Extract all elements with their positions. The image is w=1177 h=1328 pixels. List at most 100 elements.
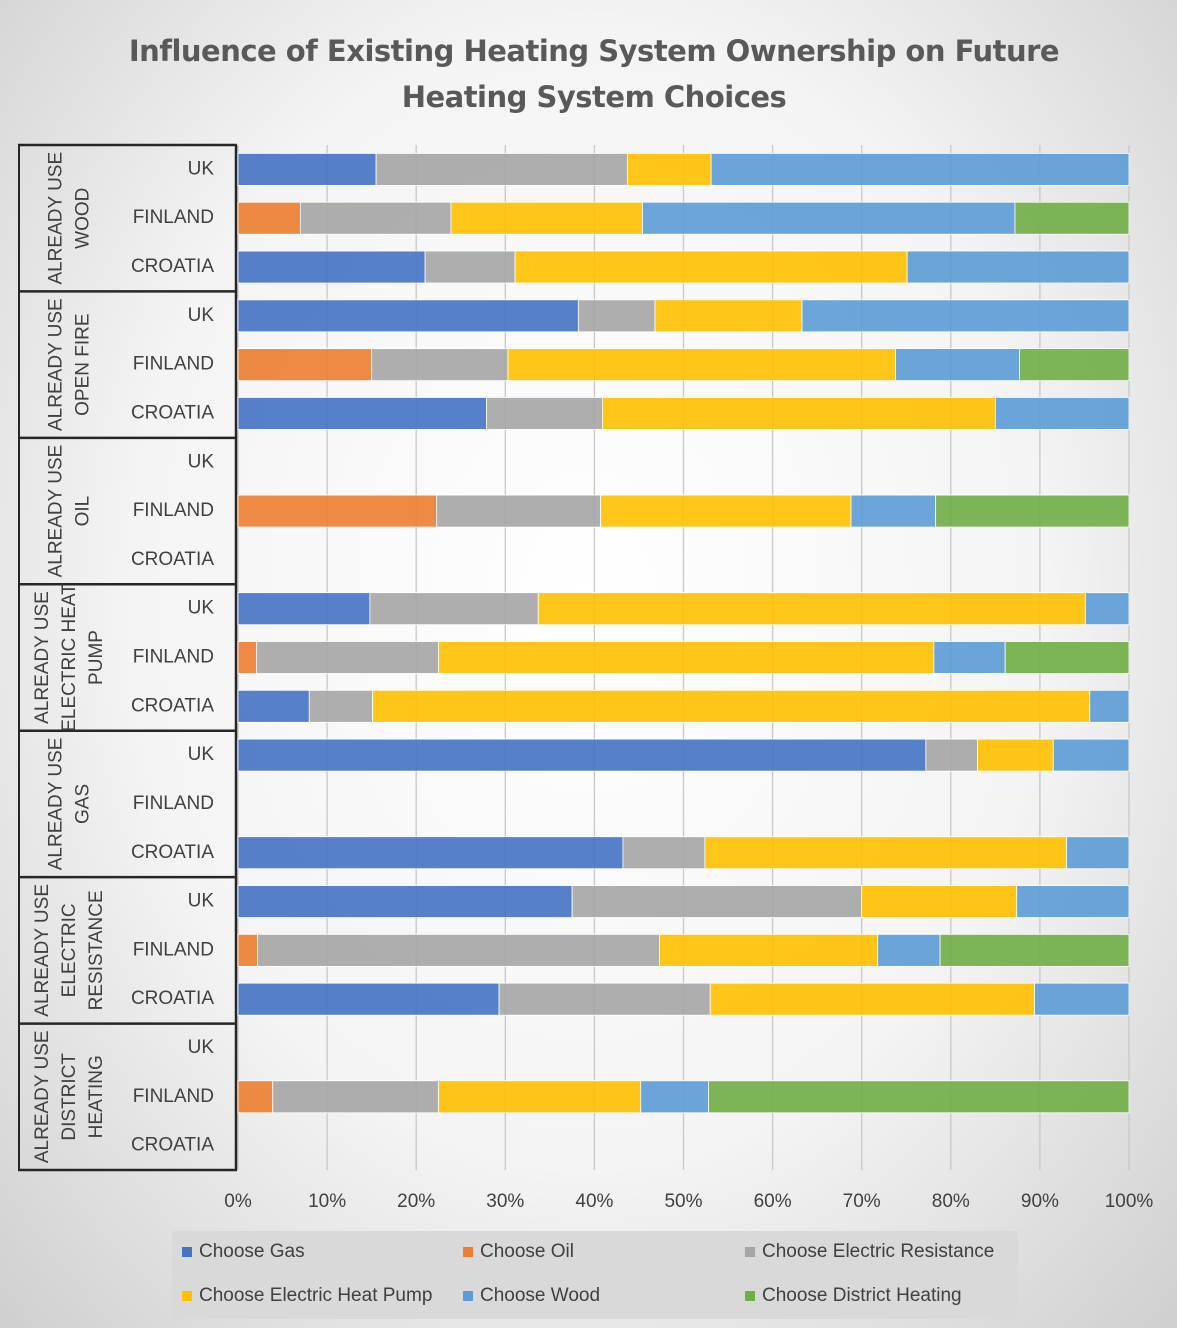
bar-segment [710, 153, 1130, 186]
legend-box [172, 1231, 1018, 1319]
bar-segment [906, 250, 1130, 284]
bar-segment [600, 494, 852, 528]
group-label: DISTRICT [59, 1053, 80, 1141]
bar-segment [977, 738, 1054, 772]
bar-segment [438, 1080, 642, 1114]
legend-label: Choose Oil [480, 1241, 574, 1262]
x-tick-label: 90% [1021, 1191, 1059, 1212]
group-label: ALREADY USE [46, 738, 67, 871]
bar-segment [237, 397, 487, 430]
chart-title: Influence of Existing Heating System Own… [128, 34, 1060, 114]
bar-segment [1084, 592, 1130, 626]
bar-segment [237, 299, 579, 333]
legend-swatch [745, 1291, 755, 1301]
legend-label: Choose Gas [199, 1241, 305, 1262]
x-tick-label: 0% [224, 1191, 252, 1212]
bar-segment [375, 153, 628, 186]
bar-segment [237, 738, 927, 772]
bar-segment [537, 592, 1086, 626]
bar-segment [1004, 641, 1130, 674]
x-tick-label: 50% [664, 1191, 702, 1212]
category-label: CROATIA [131, 1135, 214, 1156]
bar-segment [507, 348, 896, 382]
bar-segment [994, 397, 1130, 430]
bar-segment [299, 201, 452, 235]
bar-segment [257, 933, 660, 967]
group-label: PUMP [86, 630, 107, 685]
bar-segment [933, 641, 1006, 674]
group-label: ALREADY USE [46, 445, 67, 578]
category-label: FINLAND [133, 207, 214, 228]
bar-segment [514, 250, 908, 284]
bar-segment [486, 397, 603, 430]
bar-segment [877, 933, 941, 967]
category-label: FINLAND [133, 793, 214, 814]
bar-segment [1014, 201, 1130, 235]
category-label: CROATIA [131, 402, 214, 423]
legend-swatch [182, 1247, 192, 1257]
bar-segment [571, 885, 863, 918]
bar-segment [925, 738, 978, 772]
category-label: FINLAND [133, 939, 214, 960]
x-tick-label: 60% [754, 1191, 792, 1212]
bar-segment [895, 348, 1020, 382]
legend-swatch [745, 1247, 755, 1257]
category-label: UK [188, 451, 215, 472]
bar-segment [861, 885, 1018, 918]
bar-segment [626, 153, 712, 186]
bar-segment [450, 201, 643, 235]
x-tick-label: 40% [575, 1191, 613, 1212]
x-tick-label: 10% [308, 1191, 346, 1212]
bar-segment [438, 641, 935, 674]
bar-segment [237, 641, 258, 674]
group-label: ALREADY USE [46, 152, 67, 285]
group-label: ELECTRIC [59, 903, 80, 997]
bar-segment [1019, 348, 1130, 382]
bar-segment [577, 299, 656, 333]
bar-segment [801, 299, 1130, 333]
bar-segment [237, 348, 373, 382]
legend-label: Choose Electric Resistance [762, 1241, 994, 1262]
category-label: FINLAND [133, 500, 214, 521]
bar-segment [237, 494, 438, 528]
group-label: ELECTRIC HEAT [59, 583, 80, 732]
bar-segment [308, 689, 373, 723]
category-label: UK [188, 891, 215, 912]
bar-segment [640, 1080, 709, 1114]
bar-segment [602, 397, 996, 430]
bar-segment [372, 689, 1091, 723]
bar-segment [237, 201, 301, 235]
legend-label: Choose District Heating [762, 1285, 962, 1306]
bar-segment [237, 982, 500, 1016]
bar-segment [498, 982, 711, 1016]
category-label: UK [188, 598, 215, 619]
category-label: UK [188, 158, 215, 179]
bar-segment [850, 494, 937, 528]
bar-segment [369, 592, 539, 626]
group-label: ALREADY USE [46, 298, 67, 431]
category-label: FINLAND [133, 647, 214, 668]
group-label: OPEN FIRE [73, 313, 94, 415]
group-label: ALREADY USE [32, 884, 53, 1017]
bar-segment [371, 348, 509, 382]
legend-label: Choose Electric Heat Pump [199, 1285, 432, 1306]
bar-segment [704, 836, 1068, 870]
bar-segment [272, 1080, 439, 1114]
x-tick-label: 80% [932, 1191, 970, 1212]
x-tick-label: 100% [1105, 1191, 1154, 1212]
bar-segment [436, 494, 602, 528]
bar-segment [708, 1080, 1130, 1114]
bar-segment [939, 933, 1130, 967]
category-label: CROATIA [131, 988, 214, 1009]
bar-segment [1016, 885, 1130, 918]
group-label: RESISTANCE [86, 890, 107, 1010]
category-label: CROATIA [131, 695, 214, 716]
category-label: UK [188, 744, 215, 765]
bar-segment [237, 153, 377, 186]
legend-label: Choose Wood [480, 1285, 600, 1306]
category-label: FINLAND [133, 1086, 214, 1107]
legend-swatch [463, 1247, 473, 1257]
category-label: UK [188, 1037, 215, 1058]
bar-segment [424, 250, 516, 284]
